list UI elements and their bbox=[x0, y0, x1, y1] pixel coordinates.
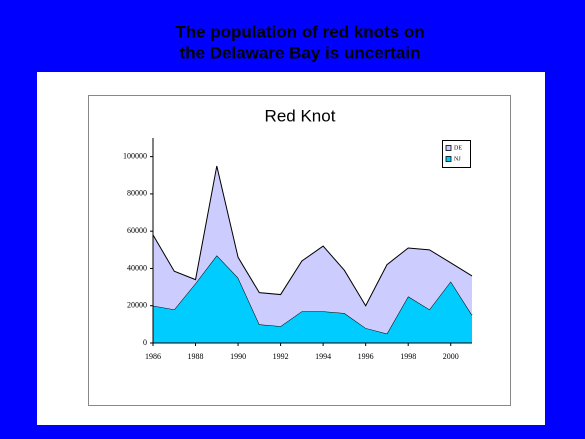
chart-title: Red Knot bbox=[265, 106, 336, 125]
y-tick-label: 40000 bbox=[127, 263, 147, 272]
area bbox=[153, 165, 472, 334]
y-tick-label: 80000 bbox=[127, 189, 147, 198]
x-tick-label: 2000 bbox=[443, 352, 459, 361]
legend-label: DE bbox=[454, 145, 462, 151]
x-tick-label: 1986 bbox=[145, 352, 161, 361]
x-tick-label: 1998 bbox=[400, 352, 416, 361]
area bbox=[153, 255, 472, 343]
x-tick-label: 1988 bbox=[188, 352, 204, 361]
slide-title: the Delaware Bay is uncertain bbox=[180, 43, 421, 62]
legend-swatch bbox=[445, 145, 452, 151]
x-tick-label: 1992 bbox=[273, 352, 289, 361]
x-tick-label: 1990 bbox=[230, 352, 246, 361]
area-line bbox=[152, 165, 473, 307]
y-tick-label: 0 bbox=[143, 338, 147, 347]
slide-title: The population of red knots on bbox=[175, 22, 424, 41]
x-tick-label: 1996 bbox=[358, 352, 374, 361]
legend-label: NJ bbox=[454, 156, 461, 162]
legend-box bbox=[442, 140, 471, 168]
y-tick-label: 100000 bbox=[123, 151, 147, 160]
y-tick-label: 20000 bbox=[127, 301, 147, 310]
legend-swatch bbox=[445, 156, 452, 162]
y-tick-label: 60000 bbox=[127, 226, 147, 235]
x-tick-label: 1994 bbox=[315, 352, 331, 361]
